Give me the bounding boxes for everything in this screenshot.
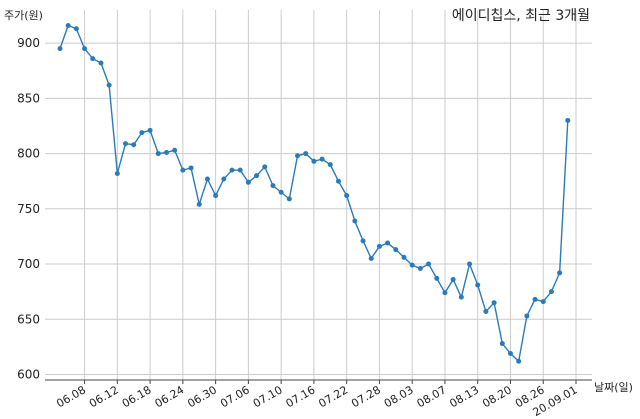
data-point [155,151,161,157]
y-tick-label: 850 [17,91,40,105]
data-point [204,176,210,182]
chart-title: 에이디칩스, 최근 3개월 [452,8,590,24]
data-point [278,189,284,195]
data-point [548,289,554,295]
data-point [172,147,178,153]
data-point [82,46,88,52]
data-point [196,201,202,207]
data-point [163,149,169,155]
data-point [245,179,251,185]
data-point [499,341,505,347]
data-point [335,178,341,184]
y-axis-label: 주가(원) [4,9,43,22]
data-point [483,309,489,315]
x-tick-label: 06.30 [185,383,219,410]
data-point [344,193,350,199]
x-tick-label: 08.20 [480,383,514,410]
data-point [114,170,120,176]
data-point [450,276,456,282]
data-point [131,142,137,148]
data-point [180,167,186,173]
x-tick-label: 06.08 [54,383,88,410]
data-point [188,165,194,171]
data-point [237,167,243,173]
data-point [352,218,358,224]
data-point [90,56,96,62]
data-point [106,82,112,88]
data-point [262,164,268,170]
data-point [147,127,153,133]
data-point [295,153,301,159]
data-point [393,247,399,253]
x-axis-label: 날짜(일) [594,380,633,394]
data-point [311,158,317,164]
data-point [57,46,63,52]
x-tick-label: 08.13 [447,383,481,410]
data-point [516,358,522,364]
data-point [270,183,276,189]
x-tick-label: 06.24 [153,383,187,410]
data-point [401,254,407,260]
data-point [319,156,325,162]
x-tick-label: 07.10 [251,383,285,410]
data-point [467,261,473,267]
x-axis-ticks: 06.0806.1206.1806.2406.3007.0607.1007.16… [54,380,580,419]
data-point [434,275,440,281]
y-tick-label: 900 [17,36,40,50]
y-axis-ticks: 600 650 700 750 800 850 900 [17,36,40,381]
data-point [532,296,538,302]
data-point [327,162,333,168]
data-point [98,60,104,66]
y-tick-label: 650 [17,312,40,326]
data-point [385,240,391,246]
y-tick-label: 750 [17,202,40,216]
data-points [57,22,571,364]
y-tick-label: 600 [17,367,40,381]
data-point [426,261,432,267]
data-point [475,282,481,288]
x-tick-label: 07.28 [349,383,383,410]
data-point [229,167,235,173]
x-tick-label: 08.07 [415,383,449,410]
x-tick-label: 06.18 [120,383,154,410]
data-point [458,294,464,300]
data-point [360,238,366,244]
data-point [565,117,571,123]
data-point [213,193,219,199]
data-point [376,243,382,249]
data-point [507,350,513,356]
data-point [368,256,374,262]
data-point [65,22,71,28]
x-tick-label: 07.16 [284,383,318,410]
data-point [557,270,563,276]
y-tick-label: 700 [17,257,40,271]
grid [45,10,592,380]
data-point [491,300,497,306]
data-point [221,176,227,182]
data-point [303,151,309,157]
x-tick-label: 07.22 [316,383,350,410]
data-point [417,265,423,271]
data-point [409,262,415,268]
data-point [139,130,145,136]
x-tick-label: 07.06 [218,383,252,410]
x-tick-label: 06.12 [87,383,121,410]
data-point [540,299,546,305]
data-point [442,290,448,296]
x-tick-label: 08.03 [382,383,416,410]
data-point [524,313,530,319]
data-point [254,173,260,179]
data-point [73,26,79,32]
data-point [123,141,129,147]
data-point [286,196,292,202]
y-tick-label: 800 [17,147,40,161]
